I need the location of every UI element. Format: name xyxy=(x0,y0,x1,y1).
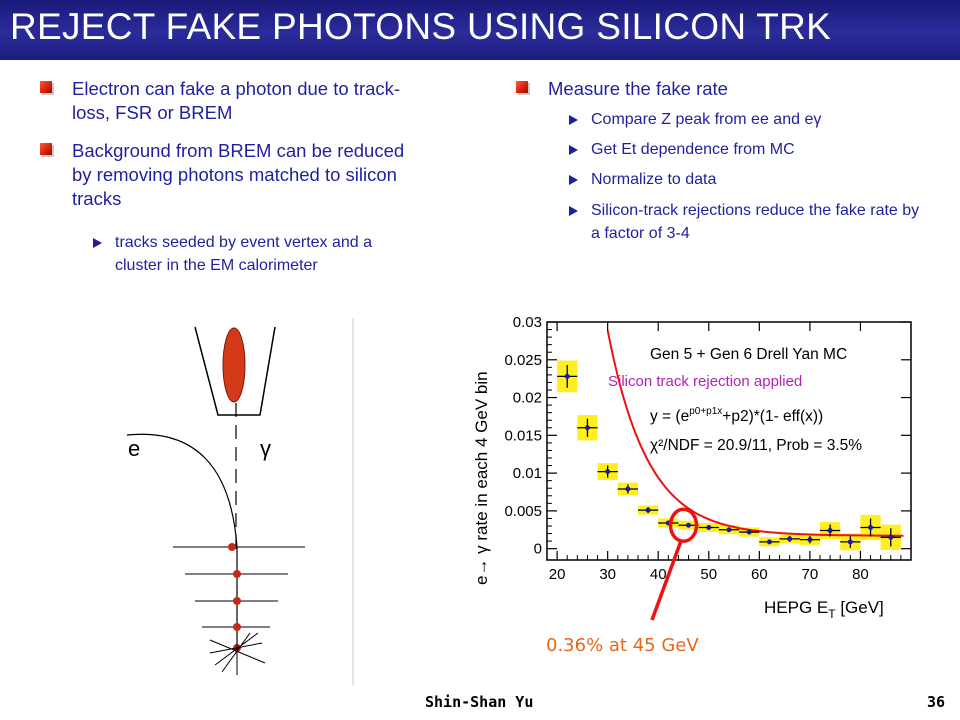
y-tick-label: 0.025 xyxy=(504,352,542,369)
data-point xyxy=(564,373,570,379)
data-point xyxy=(868,525,874,531)
footer-page-number: 36 xyxy=(927,693,946,711)
y-tick-label: 0.03 xyxy=(513,314,542,331)
x-tick-label: 30 xyxy=(599,566,616,583)
y-axis-label: e→ γ rate in each 4 GeV bin xyxy=(472,371,491,585)
data-point xyxy=(686,522,692,528)
data-point xyxy=(726,527,732,533)
silicon-hit xyxy=(233,597,241,605)
data-point xyxy=(625,486,631,492)
data-point xyxy=(746,529,752,535)
x-tick-label: 20 xyxy=(549,566,566,583)
x-tick-label: 50 xyxy=(700,566,717,583)
chi2-text: χ²/NDF = 20.9/11, Prob = 3.5% xyxy=(650,437,862,454)
data-point xyxy=(605,469,611,475)
annotation-arrow xyxy=(650,541,683,621)
silicon-hit xyxy=(228,543,236,551)
triangle-marker-icon xyxy=(569,175,578,185)
silicon-hit xyxy=(233,623,241,631)
x-tick-label: 80 xyxy=(852,566,869,583)
slide-title: REJECT FAKE PHOTONS USING SILICON TRK xyxy=(10,6,832,47)
right-sub-bullet-2: Get Et dependence from MC xyxy=(569,138,931,161)
bullet-marker-icon xyxy=(40,81,52,93)
data-point xyxy=(584,425,590,431)
left-bullet-2-text: Background from BREM can be reduced by r… xyxy=(72,140,405,209)
calorimeter-outline xyxy=(194,326,276,416)
fit-formula-tail: +p2)*(1- eff(x)) xyxy=(722,408,823,425)
left-bullet-1: Electron can fake a photon due to track-… xyxy=(40,77,432,125)
y-tick-label: 0.01 xyxy=(513,465,542,482)
left-sub-bullet-1: tracks seeded by event vertex and a clus… xyxy=(93,231,405,277)
x-axis-label-unit: [GeV] xyxy=(836,598,884,617)
fit-formula: y = (ep0+p1x+p2)*(1- eff(x)) xyxy=(650,406,823,425)
x-axis-label-sub: T xyxy=(828,607,836,621)
highlight-circle xyxy=(668,507,699,543)
fake-rate-chart: 20 30 40 50 60 70 80 0 0.005 0.01 0.015 0.02 0.025 0.… xyxy=(472,314,912,621)
bullet-marker-icon xyxy=(40,143,52,155)
axis-ticks: 20 30 40 50 60 70 80 0 0.005 0.01 0.015 0.02 0.025 0.… xyxy=(504,314,911,583)
photon-label: γ xyxy=(260,436,271,461)
y-tick-label: 0 xyxy=(534,541,542,558)
x-tick-label: 40 xyxy=(650,566,667,583)
x-axis-label: HEPG ET [GeV] xyxy=(764,598,884,621)
silicon-hit xyxy=(233,570,241,578)
data-point xyxy=(827,528,833,534)
data-point xyxy=(807,537,813,543)
data-point xyxy=(888,534,894,540)
right-sub-bullet-3: Normalize to data xyxy=(569,168,931,191)
footer-author: Shin-Shan Yu xyxy=(425,693,534,711)
right-sub-bullet-4-text: Silicon-track rejections reduce the fake… xyxy=(591,202,920,242)
triangle-marker-icon xyxy=(93,238,102,248)
x-tick-label: 70 xyxy=(802,566,819,583)
triangle-marker-icon xyxy=(569,206,578,216)
detector-sketch: e γ xyxy=(126,318,354,685)
right-sub-bullet-4: Silicon-track rejections reduce the fake… xyxy=(569,199,926,245)
x-axis-label-main: HEPG E xyxy=(764,598,828,617)
chart-subtitle: Silicon track rejection applied xyxy=(608,373,802,390)
y-tick-label: 0.02 xyxy=(513,390,542,407)
fit-curve-group xyxy=(606,330,904,537)
annotation-text: 0.36% at 45 GeV xyxy=(546,635,699,656)
em-cluster xyxy=(222,327,246,403)
data-point xyxy=(787,536,793,542)
data-point xyxy=(847,539,853,545)
bullet-marker-icon xyxy=(516,81,528,93)
data-point xyxy=(645,507,651,513)
y-tick-label: 0.005 xyxy=(504,503,542,520)
x-tick-label: 60 xyxy=(751,566,768,583)
title-bar: REJECT FAKE PHOTONS USING SILICON TRK xyxy=(0,0,960,60)
vertex-star xyxy=(209,632,266,675)
electron-label: e xyxy=(128,436,140,461)
y-tick-label: 0.015 xyxy=(504,427,542,444)
plot-frame xyxy=(546,321,912,561)
fit-formula-exp: p0+p1x xyxy=(689,406,722,417)
right-sub-bullet-3-text: Normalize to data xyxy=(591,171,717,188)
right-sub-bullet-1: Compare Z peak from ee and eγ xyxy=(569,108,931,131)
triangle-marker-icon xyxy=(569,145,578,155)
chart-title: Gen 5 + Gen 6 Drell Yan MC xyxy=(650,346,847,363)
right-bullet-1-text: Measure the fake rate xyxy=(548,78,728,99)
left-bullet-1-text: Electron can fake a photon due to track-… xyxy=(72,78,401,123)
data-points xyxy=(557,365,901,548)
electron-track xyxy=(126,433,238,650)
left-bullet-2: Background from BREM can be reduced by r… xyxy=(40,139,417,211)
left-sub-bullet-1-text: tracks seeded by event vertex and a clus… xyxy=(115,234,373,274)
right-sub-bullet-1-text: Compare Z peak from ee and eγ xyxy=(591,111,822,128)
triangle-marker-icon xyxy=(569,115,578,125)
data-point xyxy=(766,539,772,545)
data-point xyxy=(706,525,712,531)
right-bullet-1: Measure the fake rate xyxy=(516,77,928,101)
right-sub-bullet-2-text: Get Et dependence from MC xyxy=(591,141,795,158)
fit-curve xyxy=(606,330,904,537)
fit-formula-lead: y = (e xyxy=(650,408,689,425)
